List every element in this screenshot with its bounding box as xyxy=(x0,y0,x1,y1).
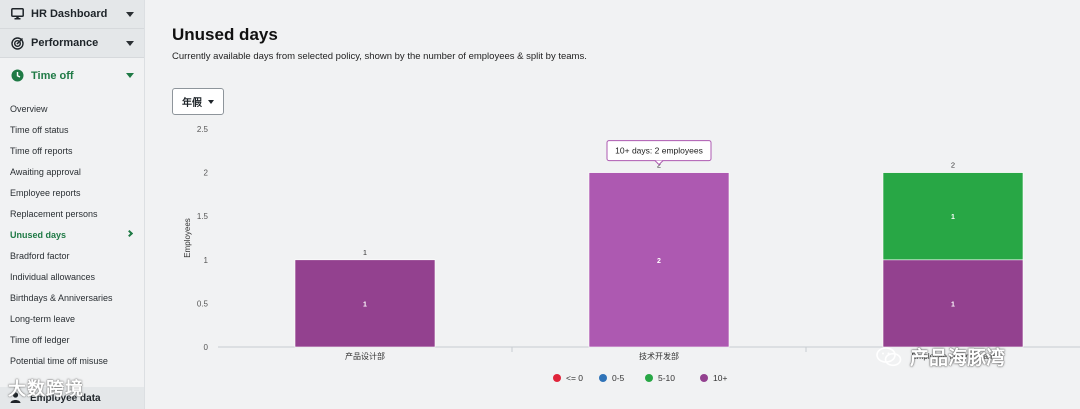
sidebar-item-label: Unused days xyxy=(10,230,67,240)
watermark-left: 大数跨境 xyxy=(8,375,84,401)
bar-segment xyxy=(588,172,730,348)
nav-group-time-off[interactable]: Time off xyxy=(0,61,144,90)
legend-item[interactable]: 0-5 xyxy=(599,373,625,383)
sidebar-item-time-off-ledger[interactable]: Time off ledger xyxy=(0,330,144,351)
sidebar-item-label: Time off ledger xyxy=(10,335,70,345)
sidebar-item-employee-reports[interactable]: Employee reports xyxy=(0,183,144,204)
main-content: Unused days Currently available days fro… xyxy=(172,0,1080,409)
sidebar-item-label: Replacement persons xyxy=(10,209,98,219)
sidebar-item-label: Individual allowances xyxy=(10,272,96,282)
sidebar-item-birthdays-anniversaries[interactable]: Birthdays & Anniversaries xyxy=(0,288,144,309)
wechat-icon xyxy=(876,346,902,366)
sidebar-item-unused-days[interactable]: Unused days xyxy=(0,225,144,246)
y-axis-title: Employees xyxy=(183,218,192,258)
sidebar-item-label: Long-term leave xyxy=(10,314,76,324)
tooltip-pointer xyxy=(654,160,664,166)
target-icon xyxy=(10,36,24,50)
sidebar-item-bradford-factor[interactable]: Bradford factor xyxy=(0,246,144,267)
legend-swatch xyxy=(553,374,561,382)
legend-label: 10+ xyxy=(713,373,727,383)
sidebar-item-label: Time off status xyxy=(10,125,69,135)
tooltip-text: 10+ days: 2 employees xyxy=(615,146,703,156)
x-tick-label: Employee with no team xyxy=(911,352,994,361)
bar-total-label: 1 xyxy=(363,248,367,257)
legend-swatch xyxy=(645,374,653,382)
chart-svg: 00.511.522.5Employees11产品设计部22技术开发部112Em… xyxy=(183,125,1080,383)
sidebar-item-long-term-leave[interactable]: Long-term leave xyxy=(0,309,144,330)
bar-segment xyxy=(882,172,1024,261)
chevron-right-icon xyxy=(125,229,134,238)
unused-days-chart: 00.511.522.5Employees11产品设计部22技术开发部112Em… xyxy=(172,118,1080,388)
page-subtitle: Currently available days from selected p… xyxy=(172,51,587,62)
sidebar-item-label: Awaiting approval xyxy=(10,167,81,177)
legend-item[interactable]: 10+ xyxy=(700,373,727,383)
sidebar: HR Dashboard Performance Time off Overvi… xyxy=(0,0,145,409)
sidebar-item-overview[interactable]: Overview xyxy=(0,99,144,120)
legend-label: 5-10 xyxy=(658,373,675,383)
bar-segment-label: 1 xyxy=(951,301,955,308)
clock-icon xyxy=(10,69,24,83)
y-tick-label: 0.5 xyxy=(197,299,209,308)
policy-select[interactable]: 年假 xyxy=(172,88,224,115)
legend-label: 0-5 xyxy=(612,373,625,383)
sidebar-item-label: Potential time off misuse xyxy=(10,356,108,366)
bar-segment-label: 2 xyxy=(657,258,661,265)
nav-group-performance[interactable]: Performance xyxy=(0,29,144,58)
legend-swatch xyxy=(599,374,607,382)
y-tick-label: 2 xyxy=(204,169,209,178)
legend-item[interactable]: 5-10 xyxy=(645,373,675,383)
policy-select-value: 年假 xyxy=(182,98,202,109)
nav-group-label: HR Dashboard xyxy=(31,8,108,20)
nav-group-label: Employee data xyxy=(30,392,101,404)
nav-group-label: Time off xyxy=(31,69,74,82)
nav-group-label: Performance xyxy=(31,37,99,49)
sidebar-item-potential-time-off-misuse[interactable]: Potential time off misuse xyxy=(0,351,144,372)
y-tick-label: 1.5 xyxy=(197,212,209,221)
bar-segment-label: 1 xyxy=(363,301,367,308)
bar-segment xyxy=(882,259,1024,348)
sidebar-item-time-off-status[interactable]: Time off status xyxy=(0,120,144,141)
legend-label: <= 0 xyxy=(566,373,583,383)
chevron-down-icon xyxy=(126,40,134,46)
sidebar-item-time-off-reports[interactable]: Time off reports xyxy=(0,141,144,162)
y-tick-label: 1 xyxy=(204,256,209,265)
sidebar-item-individual-allowances[interactable]: Individual allowances xyxy=(0,267,144,288)
nav-group-hr-dashboard[interactable]: HR Dashboard xyxy=(0,0,144,29)
monitor-icon xyxy=(10,7,24,21)
watermark-right: 产品海豚湾 xyxy=(876,343,1005,370)
x-tick-label: 产品设计部 xyxy=(345,351,385,361)
chevron-down-icon xyxy=(126,73,134,78)
y-tick-label: 2.5 xyxy=(197,125,209,134)
sidebar-item-awaiting-approval[interactable]: Awaiting approval xyxy=(0,162,144,183)
bar-total-label: 2 xyxy=(951,161,955,170)
x-tick-label: 技术开发部 xyxy=(639,351,679,361)
page-title: Unused days xyxy=(172,25,278,44)
legend-item[interactable]: <= 0 xyxy=(553,373,583,383)
sidebar-item-replacement-persons[interactable]: Replacement persons xyxy=(0,204,144,225)
bar-segment-label: 1 xyxy=(951,214,955,221)
sidebar-item-label: Employee reports xyxy=(10,188,81,198)
chevron-down-icon xyxy=(208,99,214,104)
legend-swatch xyxy=(700,374,708,382)
person-icon xyxy=(10,392,22,404)
sidebar-item-label: Bradford factor xyxy=(10,251,70,261)
sidebar-item-label: Birthdays & Anniversaries xyxy=(10,293,113,303)
chevron-down-icon xyxy=(126,11,134,17)
nav-group-employee-data[interactable]: Employee data xyxy=(0,387,144,409)
bar-segment xyxy=(294,259,436,348)
sidebar-item-label: Time off reports xyxy=(10,146,73,156)
watermark-right-text: 产品海豚湾 xyxy=(910,348,1006,369)
watermark-left-text: 大数跨境 xyxy=(8,379,84,399)
sidebar-item-label: Overview xyxy=(10,104,48,114)
y-tick-label: 0 xyxy=(204,343,209,352)
